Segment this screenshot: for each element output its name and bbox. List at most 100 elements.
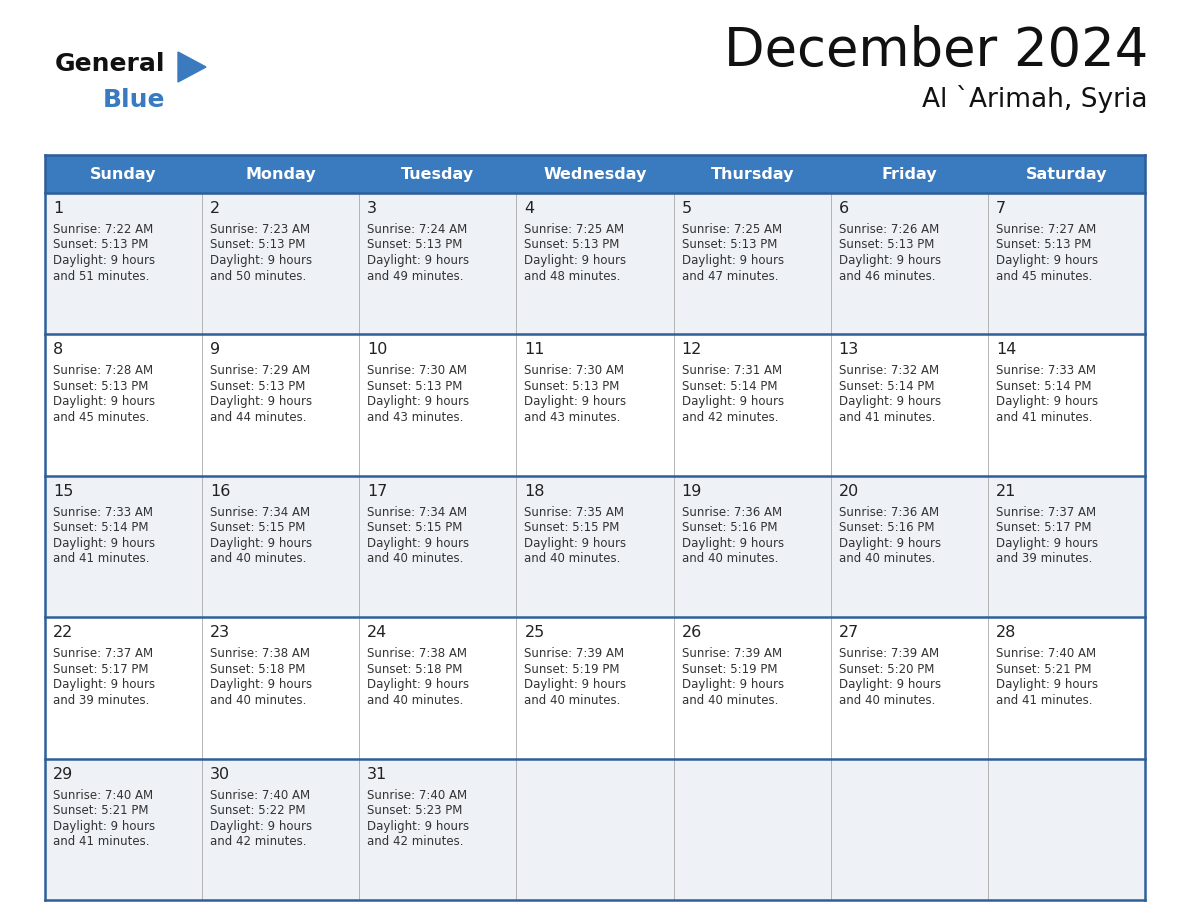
Text: 11: 11 (524, 342, 545, 357)
Text: Sunset: 5:13 PM: Sunset: 5:13 PM (367, 239, 462, 252)
Text: Sunrise: 7:23 AM: Sunrise: 7:23 AM (210, 223, 310, 236)
Text: Sunrise: 7:30 AM: Sunrise: 7:30 AM (524, 364, 625, 377)
Text: and 45 minutes.: and 45 minutes. (53, 411, 150, 424)
Text: 31: 31 (367, 767, 387, 781)
Text: Sunset: 5:13 PM: Sunset: 5:13 PM (53, 380, 148, 393)
Text: 30: 30 (210, 767, 230, 781)
Text: Daylight: 9 hours: Daylight: 9 hours (996, 396, 1098, 409)
Text: Sunrise: 7:38 AM: Sunrise: 7:38 AM (210, 647, 310, 660)
Polygon shape (178, 52, 206, 82)
Text: Sunrise: 7:38 AM: Sunrise: 7:38 AM (367, 647, 467, 660)
Bar (45, 476, 1145, 617)
Text: Sunset: 5:13 PM: Sunset: 5:13 PM (367, 380, 462, 393)
Text: Daylight: 9 hours: Daylight: 9 hours (367, 678, 469, 691)
Text: Daylight: 9 hours: Daylight: 9 hours (996, 537, 1098, 550)
Text: and 40 minutes.: and 40 minutes. (367, 694, 463, 707)
Text: Daylight: 9 hours: Daylight: 9 hours (682, 396, 784, 409)
Text: Sunset: 5:20 PM: Sunset: 5:20 PM (839, 663, 934, 676)
Text: and 43 minutes.: and 43 minutes. (367, 411, 463, 424)
Text: Sunset: 5:18 PM: Sunset: 5:18 PM (367, 663, 462, 676)
Text: 15: 15 (53, 484, 74, 498)
Text: Sunset: 5:13 PM: Sunset: 5:13 PM (524, 239, 620, 252)
Text: Daylight: 9 hours: Daylight: 9 hours (524, 254, 626, 267)
Text: and 42 minutes.: and 42 minutes. (682, 411, 778, 424)
Text: Sunset: 5:16 PM: Sunset: 5:16 PM (839, 521, 934, 534)
Text: and 41 minutes.: and 41 minutes. (53, 553, 150, 565)
Text: Sunrise: 7:22 AM: Sunrise: 7:22 AM (53, 223, 153, 236)
Text: and 40 minutes.: and 40 minutes. (210, 553, 307, 565)
Text: and 40 minutes.: and 40 minutes. (524, 553, 621, 565)
Text: 12: 12 (682, 342, 702, 357)
Bar (45, 155, 1145, 193)
Text: Sunrise: 7:34 AM: Sunrise: 7:34 AM (210, 506, 310, 519)
Text: and 40 minutes.: and 40 minutes. (524, 694, 621, 707)
Text: Sunset: 5:14 PM: Sunset: 5:14 PM (53, 521, 148, 534)
Text: Daylight: 9 hours: Daylight: 9 hours (367, 396, 469, 409)
Text: and 40 minutes.: and 40 minutes. (682, 553, 778, 565)
Text: Sunrise: 7:40 AM: Sunrise: 7:40 AM (210, 789, 310, 801)
Text: Wednesday: Wednesday (543, 166, 646, 182)
Text: Daylight: 9 hours: Daylight: 9 hours (839, 678, 941, 691)
Text: and 44 minutes.: and 44 minutes. (210, 411, 307, 424)
Text: Sunset: 5:14 PM: Sunset: 5:14 PM (839, 380, 934, 393)
Text: Daylight: 9 hours: Daylight: 9 hours (367, 254, 469, 267)
Text: Sunset: 5:13 PM: Sunset: 5:13 PM (53, 239, 148, 252)
Text: Sunset: 5:14 PM: Sunset: 5:14 PM (682, 380, 777, 393)
Text: 26: 26 (682, 625, 702, 640)
Text: Sunrise: 7:25 AM: Sunrise: 7:25 AM (524, 223, 625, 236)
Text: Sunrise: 7:34 AM: Sunrise: 7:34 AM (367, 506, 467, 519)
Text: Daylight: 9 hours: Daylight: 9 hours (53, 254, 156, 267)
Text: and 42 minutes.: and 42 minutes. (210, 835, 307, 848)
Text: Saturday: Saturday (1025, 166, 1107, 182)
Text: Daylight: 9 hours: Daylight: 9 hours (53, 537, 156, 550)
Text: Daylight: 9 hours: Daylight: 9 hours (524, 396, 626, 409)
Text: Sunrise: 7:26 AM: Sunrise: 7:26 AM (839, 223, 939, 236)
Text: Sunset: 5:14 PM: Sunset: 5:14 PM (996, 380, 1092, 393)
Text: Daylight: 9 hours: Daylight: 9 hours (996, 254, 1098, 267)
Text: Daylight: 9 hours: Daylight: 9 hours (839, 537, 941, 550)
Text: 21: 21 (996, 484, 1016, 498)
Text: Daylight: 9 hours: Daylight: 9 hours (210, 396, 312, 409)
Text: 25: 25 (524, 625, 544, 640)
Text: and 40 minutes.: and 40 minutes. (839, 553, 935, 565)
Text: 23: 23 (210, 625, 230, 640)
Text: 3: 3 (367, 201, 378, 216)
Text: Sunrise: 7:28 AM: Sunrise: 7:28 AM (53, 364, 153, 377)
Text: and 40 minutes.: and 40 minutes. (839, 694, 935, 707)
Text: 7: 7 (996, 201, 1006, 216)
Text: Sunset: 5:21 PM: Sunset: 5:21 PM (996, 663, 1092, 676)
Text: Sunrise: 7:35 AM: Sunrise: 7:35 AM (524, 506, 625, 519)
Text: Sunrise: 7:33 AM: Sunrise: 7:33 AM (53, 506, 153, 519)
Text: and 40 minutes.: and 40 minutes. (367, 553, 463, 565)
Text: 18: 18 (524, 484, 545, 498)
Text: and 41 minutes.: and 41 minutes. (839, 411, 935, 424)
Text: and 47 minutes.: and 47 minutes. (682, 270, 778, 283)
Text: Daylight: 9 hours: Daylight: 9 hours (210, 678, 312, 691)
Text: Thursday: Thursday (710, 166, 794, 182)
Text: Daylight: 9 hours: Daylight: 9 hours (682, 254, 784, 267)
Text: Sunrise: 7:40 AM: Sunrise: 7:40 AM (53, 789, 153, 801)
Text: Sunrise: 7:25 AM: Sunrise: 7:25 AM (682, 223, 782, 236)
Text: and 41 minutes.: and 41 minutes. (996, 411, 1092, 424)
Text: Sunset: 5:23 PM: Sunset: 5:23 PM (367, 804, 462, 817)
Text: and 41 minutes.: and 41 minutes. (996, 694, 1092, 707)
Text: Sunrise: 7:37 AM: Sunrise: 7:37 AM (996, 506, 1097, 519)
Text: and 39 minutes.: and 39 minutes. (53, 694, 150, 707)
Text: Sunset: 5:13 PM: Sunset: 5:13 PM (524, 380, 620, 393)
Text: Daylight: 9 hours: Daylight: 9 hours (53, 820, 156, 833)
Text: Friday: Friday (881, 166, 937, 182)
Text: Sunrise: 7:24 AM: Sunrise: 7:24 AM (367, 223, 468, 236)
Text: Sunset: 5:19 PM: Sunset: 5:19 PM (682, 663, 777, 676)
Text: Al `Arimah, Syria: Al `Arimah, Syria (923, 85, 1148, 113)
Text: Sunrise: 7:27 AM: Sunrise: 7:27 AM (996, 223, 1097, 236)
Text: Sunrise: 7:30 AM: Sunrise: 7:30 AM (367, 364, 467, 377)
Text: Sunrise: 7:29 AM: Sunrise: 7:29 AM (210, 364, 310, 377)
Text: Daylight: 9 hours: Daylight: 9 hours (682, 537, 784, 550)
Text: 8: 8 (53, 342, 63, 357)
Text: and 46 minutes.: and 46 minutes. (839, 270, 935, 283)
Text: Tuesday: Tuesday (402, 166, 474, 182)
Text: 29: 29 (53, 767, 74, 781)
Text: Daylight: 9 hours: Daylight: 9 hours (524, 537, 626, 550)
Text: and 45 minutes.: and 45 minutes. (996, 270, 1092, 283)
Text: December 2024: December 2024 (723, 25, 1148, 77)
